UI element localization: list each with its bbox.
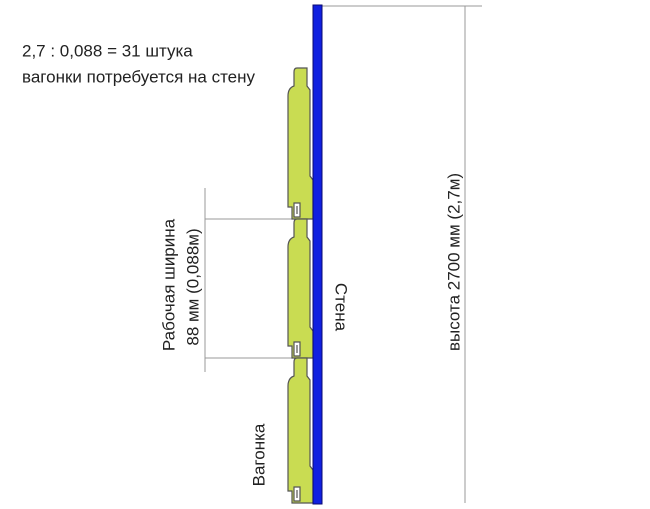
label: Вагонка [249,423,268,486]
board [287,67,314,220]
formula-line: вагонки потребуется на стену [22,67,256,86]
label: 88 мм (0,088м) [183,228,202,345]
label: Стена [332,283,351,332]
boards [287,67,314,504]
board [287,218,314,359]
clip [293,486,301,502]
formula-line: 2,7 : 0,088 = 31 штука [22,41,193,60]
clip [293,202,301,218]
label: высота 2700 мм (2,7м) [444,173,463,351]
wall [312,4,323,505]
clip [293,341,301,357]
board [287,357,314,504]
label: Рабочая ширина [159,218,178,351]
